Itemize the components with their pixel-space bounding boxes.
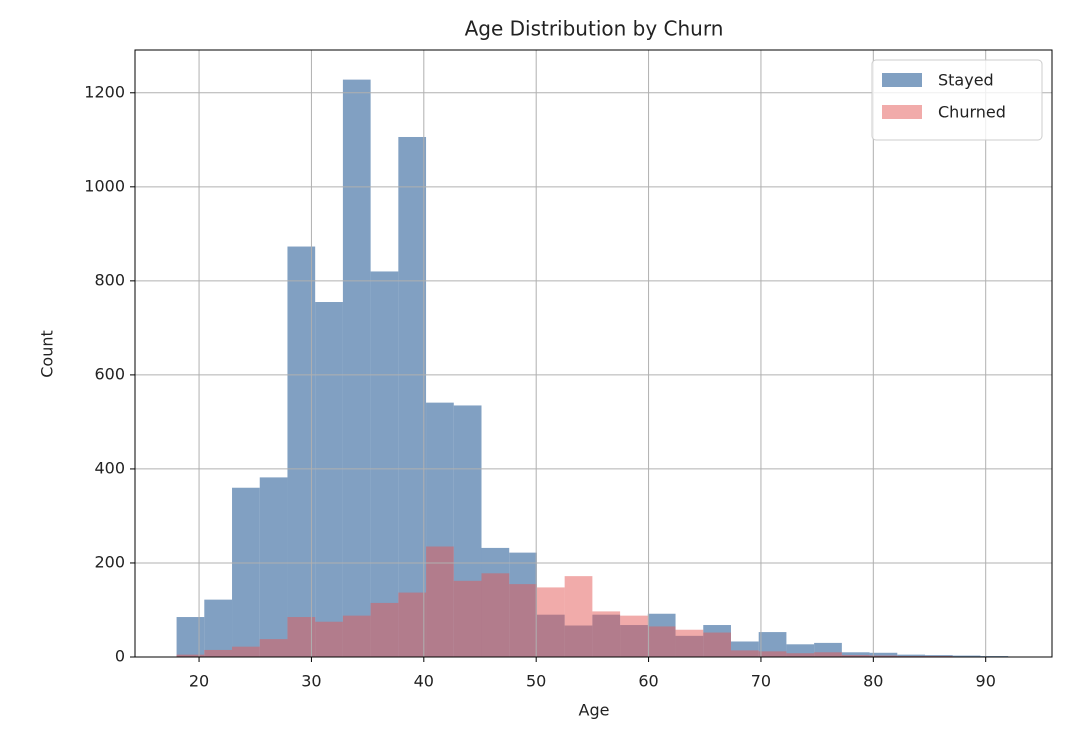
bar: [592, 611, 620, 657]
bar: [398, 593, 426, 657]
bar: [537, 587, 565, 657]
bar: [315, 622, 343, 657]
bar: [232, 488, 260, 657]
x-tick-label: 50: [526, 672, 546, 691]
legend-swatch: [882, 73, 922, 87]
bar: [703, 633, 731, 657]
bar: [343, 80, 371, 657]
bar: [232, 647, 260, 657]
bar: [731, 650, 759, 657]
x-axis-label: Age: [579, 701, 610, 720]
bar: [676, 630, 704, 657]
legend-label: Stayed: [938, 71, 994, 90]
x-tick-label: 90: [976, 672, 996, 691]
bar: [786, 653, 814, 657]
bar: [371, 603, 399, 657]
x-tick-label: 40: [414, 672, 434, 691]
bar: [371, 271, 399, 657]
bar: [481, 573, 509, 657]
x-tick-label: 60: [638, 672, 658, 691]
bar: [620, 616, 648, 657]
bar: [204, 650, 232, 657]
legend-swatch: [882, 105, 922, 119]
bar: [204, 600, 232, 657]
x-tick-label: 80: [863, 672, 883, 691]
bar: [343, 616, 371, 657]
bar: [759, 651, 787, 657]
bar: [260, 639, 288, 657]
chart-title: Age Distribution by Churn: [465, 17, 724, 41]
y-tick-label: 0: [115, 647, 125, 666]
bar: [315, 302, 343, 657]
bar: [260, 477, 288, 657]
y-tick-label: 600: [94, 364, 125, 383]
y-tick-label: 800: [94, 270, 125, 289]
y-tick-label: 1000: [84, 176, 125, 195]
bar: [509, 584, 537, 657]
bar: [648, 626, 676, 657]
bar: [398, 137, 426, 657]
y-tick-label: 200: [94, 552, 125, 571]
bar: [454, 581, 482, 657]
y-axis-label: Count: [38, 330, 57, 378]
x-tick-label: 30: [301, 672, 321, 691]
bar: [177, 617, 205, 657]
y-tick-label: 400: [94, 458, 125, 477]
legend-label: Churned: [938, 103, 1006, 122]
x-tick-label: 20: [189, 672, 209, 691]
bar: [565, 576, 593, 657]
y-tick-label: 1200: [84, 82, 125, 101]
x-tick-label: 70: [751, 672, 771, 691]
bar: [814, 652, 842, 657]
